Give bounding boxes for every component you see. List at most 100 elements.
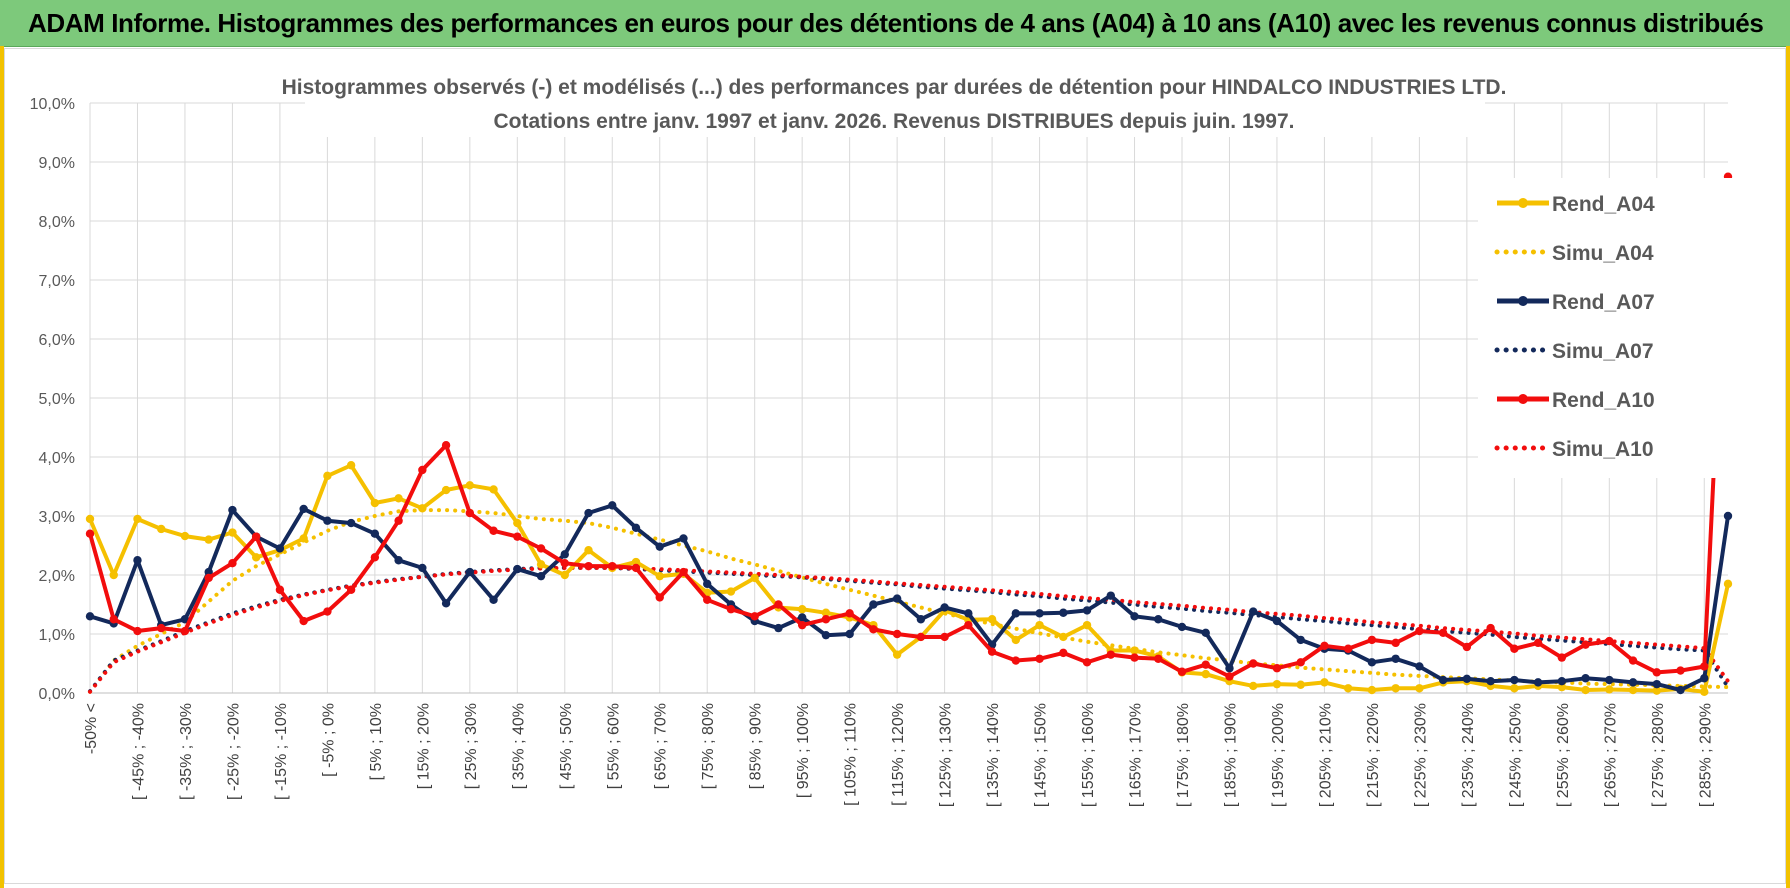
point-Rend_A07: [1059, 608, 1068, 617]
point-Rend_A04: [204, 535, 213, 544]
point-Rend_A10: [1676, 666, 1685, 675]
point-Rend_A10: [1059, 648, 1068, 658]
point-Rend_A07: [608, 501, 617, 510]
point-Rend_A07: [1533, 678, 1543, 687]
point-Rend_A07: [869, 600, 878, 609]
point-Rend_A07: [513, 564, 522, 574]
point-Rend_A07: [916, 615, 926, 624]
point-Rend_A04: [1557, 682, 1567, 692]
point-Rend_A07: [1035, 609, 1044, 618]
point-Rend_A07: [370, 529, 380, 538]
point-Rend_A04: [536, 560, 546, 569]
x-tick-label: [ 35% ; 40%: [510, 703, 527, 789]
point-Rend_A04: [133, 514, 142, 524]
point-Rend_A04: [1391, 684, 1400, 693]
point-Rend_A04: [85, 514, 95, 524]
x-tick-label: [ 225% ; 230%: [1412, 703, 1429, 807]
point-Rend_A04: [631, 557, 641, 567]
point-Rend_A04: [1082, 620, 1092, 630]
point-Rend_A10: [1628, 656, 1638, 665]
x-tick-label: [ 205% ; 210%: [1317, 703, 1334, 807]
point-Rend_A10: [1438, 628, 1448, 638]
point-Rend_A04: [1201, 669, 1210, 679]
point-Rend_A07: [275, 544, 285, 553]
y-tick-label: 6,0%: [39, 332, 75, 349]
point-Rend_A07: [1510, 675, 1519, 685]
point-Rend_A10: [1272, 664, 1282, 673]
point-Rend_A10: [726, 605, 736, 614]
point-Rend_A10: [394, 516, 403, 525]
x-tick-label: [ 5% ; 10%: [368, 703, 385, 780]
point-Rend_A07: [133, 556, 142, 565]
legend-label-Simu_A04: Simu_A04: [1552, 242, 1654, 265]
point-Rend_A10: [774, 600, 783, 609]
point-Rend_A04: [584, 546, 593, 555]
x-tick-label: [ -15% ; -10%: [273, 703, 290, 800]
y-tick-label: 0,0%: [39, 686, 75, 703]
point-Rend_A10: [1367, 635, 1377, 645]
point-Rend_A10: [536, 544, 546, 553]
y-tick-label: 8,0%: [39, 214, 75, 231]
point-Rend_A04: [394, 494, 403, 503]
point-Rend_A07: [1106, 591, 1115, 600]
point-Rend_A07: [489, 595, 498, 604]
point-Rend_A07: [85, 612, 95, 621]
point-Rend_A10: [821, 615, 831, 624]
point-Rend_A07: [584, 508, 593, 518]
point-Rend_A10: [940, 632, 949, 642]
legend-label-Simu_A10: Simu_A10: [1552, 438, 1654, 461]
point-Rend_A07: [346, 518, 356, 528]
point-Rend_A07: [1581, 674, 1590, 683]
point-Rend_A04: [251, 553, 261, 562]
chart-area: [4, 48, 1786, 884]
point-Rend_A10: [797, 620, 807, 630]
point-Rend_A04: [157, 524, 166, 534]
x-tick-label: [ 25% ; 30%: [463, 703, 480, 789]
point-Rend_A07: [1296, 635, 1305, 645]
x-tick-label: [ 165% ; 170%: [1128, 703, 1145, 807]
point-Rend_A04: [1011, 635, 1021, 645]
series-Rend_A07: [89, 503, 1730, 692]
point-Rend_A07: [228, 505, 237, 515]
x-tick-label: [ 145% ; 150%: [1033, 703, 1050, 807]
point-Rend_A10: [346, 585, 356, 594]
point-Rend_A10: [299, 616, 308, 626]
point-Rend_A10: [1177, 667, 1187, 676]
point-Rend_A10: [1343, 644, 1353, 653]
point-Rend_A10: [1154, 654, 1163, 663]
point-Rend_A07: [679, 534, 688, 543]
page-title: ADAM Informe. Histogrammes des performan…: [28, 8, 1764, 38]
point-Rend_A07: [1723, 511, 1733, 521]
point-Rend_A07: [1415, 662, 1424, 671]
x-tick-label: [ 15% ; 20%: [415, 703, 432, 789]
x-tick-label: [ 85% ; 90%: [748, 703, 765, 789]
point-Rend_A04: [1367, 685, 1377, 695]
legend-label-Rend_A07: Rend_A07: [1552, 291, 1655, 314]
point-Rend_A04: [1249, 681, 1258, 691]
point-Rend_A10: [251, 532, 261, 541]
point-Rend_A04: [750, 573, 759, 583]
point-Rend_A04: [418, 504, 427, 513]
point-Rend_A04: [892, 650, 902, 659]
point-Rend_A07: [536, 571, 546, 581]
chart-title-background: [305, 65, 1485, 137]
series-lines: [85, 172, 1733, 697]
point-Rend_A10: [703, 595, 712, 604]
chart-title-line-1: Histogrammes observés (-) et modélisés (…: [282, 76, 1507, 99]
point-Rend_A10: [584, 561, 593, 571]
point-Rend_A10: [1106, 650, 1115, 659]
x-tick-label: [ 115% ; 120%: [890, 703, 907, 806]
point-Rend_A10: [892, 629, 902, 639]
point-Rend_A04: [560, 570, 569, 580]
point-Rend_A07: [964, 609, 973, 618]
point-Rend_A10: [1415, 626, 1424, 636]
point-Rend_A10: [1557, 653, 1567, 662]
point-Rend_A10: [1130, 653, 1139, 662]
left-edge-bar: [0, 46, 4, 888]
point-Rend_A07: [418, 563, 427, 573]
chart-title-line-2: Cotations entre janv. 1997 et janv. 2026…: [494, 110, 1295, 133]
y-tick-label: 2,0%: [39, 568, 75, 585]
point-Rend_A04: [370, 498, 380, 508]
series-Simu_A10: [88, 565, 1730, 694]
legend: Rend_A04 Simu_A04 Rend_A07 Simu_A07 Rend_A10…: [1478, 178, 1738, 478]
